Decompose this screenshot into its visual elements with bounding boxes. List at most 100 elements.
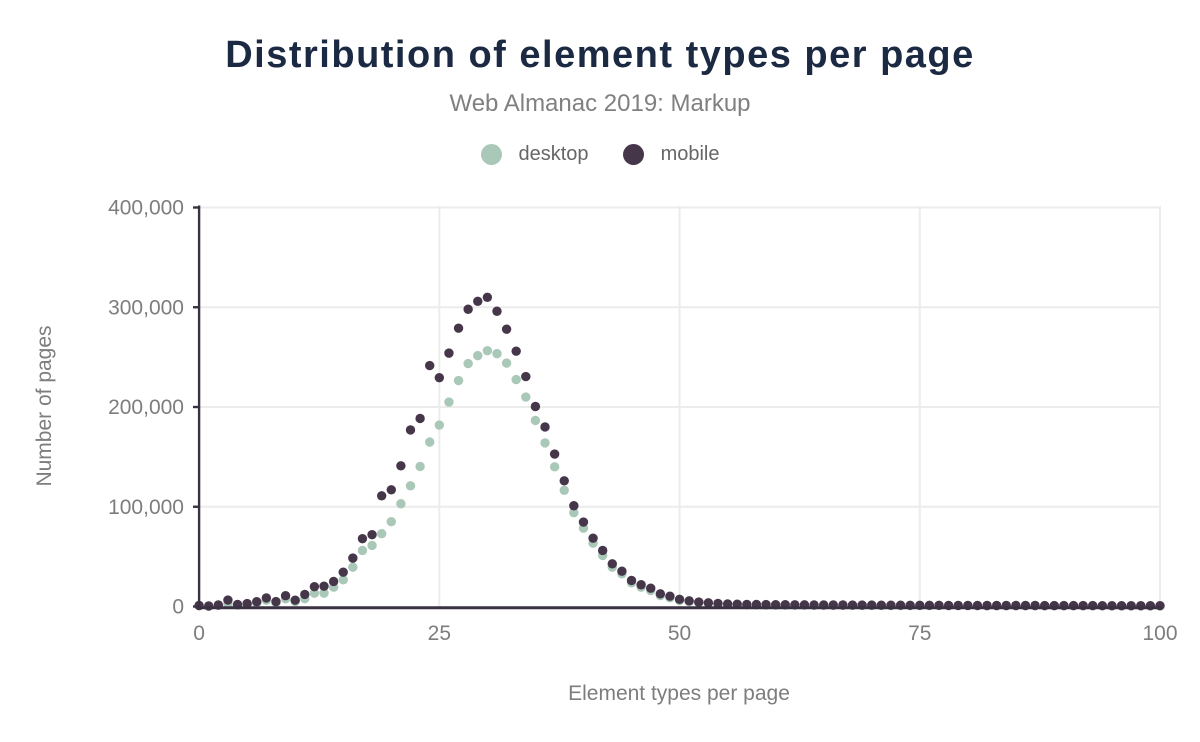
data-point <box>357 533 368 544</box>
data-point <box>328 576 339 587</box>
data-point <box>492 306 502 316</box>
data-point <box>348 553 358 563</box>
chart-subtitle: Web Almanac 2019: Markup <box>449 90 751 117</box>
data-point <box>473 296 483 306</box>
data-point <box>386 485 396 495</box>
data-point <box>636 580 646 590</box>
data-point <box>482 292 493 302</box>
data-point <box>530 415 541 426</box>
data-point <box>376 491 387 501</box>
data-point <box>415 413 425 424</box>
data-point <box>376 528 387 539</box>
data-point <box>559 485 569 495</box>
x-tick-label: 0 <box>193 622 205 645</box>
data-point <box>540 438 550 448</box>
chart-title: Distribution of element types per page <box>225 34 975 76</box>
data-point <box>492 348 502 359</box>
gridlines <box>199 206 1161 607</box>
data-point <box>242 598 252 609</box>
data-point <box>338 567 348 577</box>
mobile-legend-label: mobile <box>660 143 720 165</box>
data-point <box>425 360 435 371</box>
y-tick-label: 400,000 <box>108 197 184 220</box>
axis-tick-labels: 0 100,000 200,000 300,000 400,000 0 25 50 75 100 <box>108 197 1177 646</box>
data-point <box>396 461 406 471</box>
y-tick-label: 300,000 <box>108 296 184 319</box>
data-point <box>549 449 560 459</box>
data-point <box>405 481 416 491</box>
y-tick-label: 200,000 <box>108 396 184 419</box>
x-tick-label: 100 <box>1142 622 1177 645</box>
data-point <box>521 392 531 402</box>
data-point <box>617 566 627 576</box>
axes <box>193 205 1162 610</box>
data-point <box>559 476 569 486</box>
data-point <box>309 581 320 592</box>
data-point <box>473 350 483 361</box>
legend-item-desktop: desktop <box>480 143 589 166</box>
data-point <box>530 401 541 412</box>
y-tick-label: 0 <box>172 596 184 619</box>
data-point <box>425 437 435 447</box>
data-point <box>348 562 358 572</box>
data-point <box>434 372 445 383</box>
data-point <box>626 575 637 586</box>
data-point <box>280 591 291 601</box>
x-tick-label: 25 <box>428 622 451 645</box>
data-point <box>578 517 589 527</box>
data-point <box>569 501 579 511</box>
data-point <box>588 533 598 543</box>
data-point <box>261 593 272 603</box>
data-point <box>271 596 281 607</box>
data-point <box>665 591 675 601</box>
data-point <box>549 462 560 472</box>
data-point <box>415 461 425 472</box>
desktop-legend-label: desktop <box>518 143 589 165</box>
data-point <box>569 508 579 518</box>
data-point <box>319 581 329 591</box>
data-point <box>463 304 473 314</box>
data-point <box>252 597 262 607</box>
data-point <box>319 588 329 598</box>
data-point <box>722 599 733 609</box>
data-point <box>511 374 521 385</box>
data-point <box>463 358 473 369</box>
data-point <box>357 545 368 556</box>
legend: desktop mobile <box>0 143 1200 166</box>
data-point <box>223 595 233 605</box>
legend-item-mobile: mobile <box>622 143 720 166</box>
data-point <box>684 596 694 606</box>
data-point <box>713 598 723 609</box>
data-point <box>309 588 320 598</box>
data-point <box>540 422 550 432</box>
data-point <box>453 323 464 333</box>
data-point <box>367 540 377 551</box>
data-point <box>501 358 512 368</box>
x-tick-label: 75 <box>908 622 931 645</box>
data-point <box>521 371 531 382</box>
data-point <box>444 348 454 358</box>
data-point <box>674 594 685 605</box>
data-point <box>511 346 521 356</box>
y-tick-label: 100,000 <box>108 496 184 519</box>
data-point <box>607 559 617 569</box>
data-point <box>655 589 666 599</box>
data-point <box>386 517 396 527</box>
data-point <box>703 598 714 608</box>
desktop-legend-dot-icon <box>480 144 502 165</box>
data-point <box>597 545 608 556</box>
x-axis-title: Element types per page <box>568 682 790 705</box>
data-point <box>367 529 377 540</box>
data-point <box>338 575 348 585</box>
data-point <box>396 499 406 509</box>
data-point <box>290 595 300 605</box>
mobile-legend-dot-icon <box>622 144 644 165</box>
x-tick-label: 50 <box>668 622 691 645</box>
data-point <box>501 324 512 334</box>
data-point <box>444 397 454 407</box>
data-point <box>482 345 493 356</box>
data-point <box>694 597 704 607</box>
data-point <box>300 589 310 600</box>
data-point <box>405 425 416 435</box>
